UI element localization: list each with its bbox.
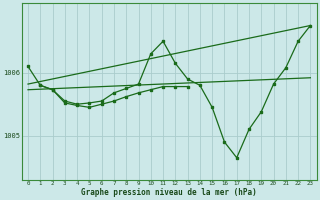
X-axis label: Graphe pression niveau de la mer (hPa): Graphe pression niveau de la mer (hPa) — [81, 188, 257, 197]
